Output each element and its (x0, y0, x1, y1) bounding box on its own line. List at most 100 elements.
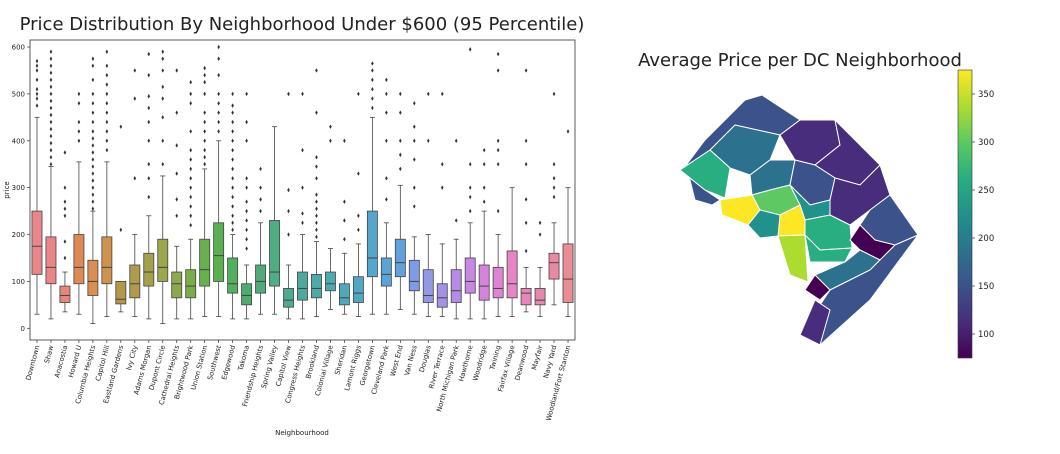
box-outlier (35, 96, 39, 101)
box-outlier (524, 162, 528, 167)
colorbar-tick-label: 150 (978, 282, 994, 292)
box-outlier (91, 164, 95, 169)
box-iqr (548, 252, 560, 280)
y-tick-label: 100 (12, 278, 25, 286)
box-outlier (287, 91, 290, 97)
box-outlier (105, 129, 109, 134)
box-outlier (496, 162, 500, 167)
box-outlier (105, 110, 109, 115)
box-iqr (325, 271, 336, 292)
box-outlier (91, 206, 95, 211)
box-outlier (524, 68, 528, 73)
box-iqr (101, 236, 113, 285)
box-outlier (91, 150, 95, 155)
boxplot-plot-frame (29, 39, 576, 341)
box-outlier (538, 232, 542, 237)
box-outlier (287, 187, 290, 193)
box-outlier (371, 96, 374, 101)
box-outlier (552, 185, 556, 190)
box-outlier (315, 199, 318, 204)
box-outlier (91, 192, 95, 197)
box-outlier (412, 138, 416, 143)
box-group (394, 91, 406, 310)
box-outlier (496, 51, 500, 57)
box-group (45, 49, 57, 320)
box-group (408, 101, 420, 315)
box-outlier (203, 147, 206, 153)
box-iqr (185, 269, 197, 299)
box-outlier (91, 101, 95, 106)
box-outlier (161, 49, 165, 54)
box-outlier (482, 185, 486, 190)
box-outlier (147, 194, 151, 200)
box-outlier (315, 68, 318, 73)
box-outlier (468, 162, 472, 167)
box-outlier (231, 157, 234, 162)
box-outlier (189, 176, 193, 181)
box-outlier (161, 68, 165, 73)
box-outlier (231, 91, 234, 97)
map-region-navy-yard (804, 233, 853, 263)
box-outlier (482, 147, 486, 153)
box-outlier (566, 129, 570, 134)
box-outlier (245, 208, 248, 214)
box-outlier (482, 199, 486, 204)
x-tick-label: Woodridge (471, 344, 488, 381)
box-iqr (73, 234, 85, 285)
box-outlier (49, 140, 53, 146)
box-outlier (49, 154, 53, 160)
box-iqr (352, 276, 364, 303)
box-group (101, 49, 113, 317)
box-outlier (49, 126, 53, 132)
box-outlier (259, 197, 262, 202)
box-outlier (147, 138, 151, 143)
box-outlier (385, 91, 388, 97)
box-iqr (422, 269, 434, 303)
box-outlier (245, 199, 248, 204)
box-outlier (468, 185, 472, 190)
box-outlier (189, 166, 193, 172)
box-outlier (231, 194, 234, 200)
box-iqr (380, 257, 392, 287)
box-group (534, 220, 546, 317)
box-iqr (562, 243, 574, 303)
box-outlier (35, 58, 39, 64)
box-outlier (105, 91, 109, 97)
box-outlier (496, 147, 500, 153)
box-outlier (259, 185, 262, 190)
box-group (199, 65, 211, 317)
colorbar-tick-label: 250 (978, 186, 994, 196)
box-outlier (35, 87, 39, 92)
box-outlier (49, 56, 53, 61)
box-outlier (524, 248, 528, 254)
box-outlier (231, 119, 234, 125)
box-outlier (147, 94, 151, 99)
box-outlier (552, 162, 556, 167)
boxplot-title: Price Distribution By Neighborhood Under… (20, 14, 585, 35)
box-outlier (371, 87, 374, 92)
box-iqr (115, 281, 127, 305)
box-iqr (45, 236, 57, 285)
box-outlier (35, 103, 39, 108)
box-outlier (35, 91, 39, 97)
box-iqr (241, 283, 253, 306)
box-outlier (315, 206, 318, 211)
box-outlier (49, 77, 53, 83)
box-outlier (49, 63, 53, 68)
box-outlier (119, 124, 123, 129)
box-iqr (213, 222, 225, 282)
box-outlier (552, 194, 556, 200)
box-outlier (105, 101, 109, 106)
box-outlier (468, 194, 472, 200)
box-outlier (35, 68, 39, 73)
x-tick-label: Downtown (24, 344, 41, 381)
box-outlier (63, 255, 67, 261)
box-outlier (329, 138, 332, 143)
box-iqr (450, 269, 462, 303)
box-outlier (203, 162, 206, 167)
box-outlier (203, 110, 206, 115)
box-outlier (161, 56, 165, 61)
box-outlier (105, 119, 109, 125)
map-region-congress-heights (799, 299, 831, 346)
box-outlier (315, 154, 318, 160)
